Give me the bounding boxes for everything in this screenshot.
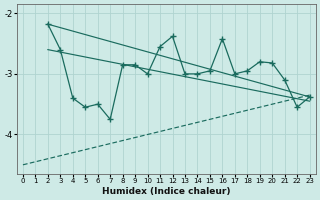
X-axis label: Humidex (Indice chaleur): Humidex (Indice chaleur) [102,187,230,196]
